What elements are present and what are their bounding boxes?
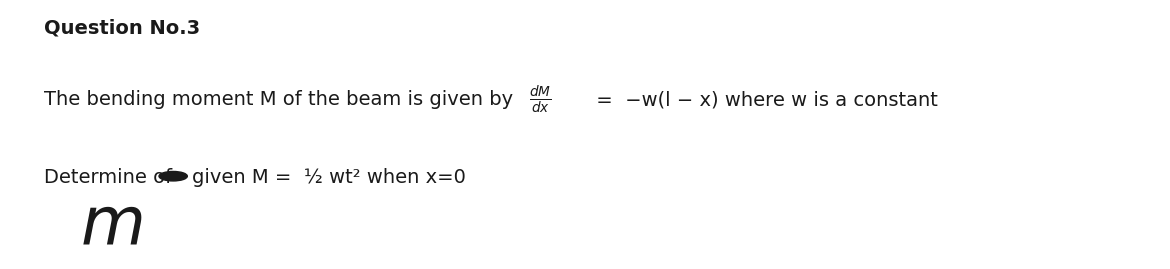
Text: given M =  ½ wt² when x=0: given M = ½ wt² when x=0: [192, 168, 467, 187]
Text: Question No.3: Question No.3: [44, 19, 200, 38]
Text: $\mathit{m}$: $\mathit{m}$: [80, 192, 142, 258]
Ellipse shape: [159, 171, 187, 181]
Text: Determine of: Determine of: [44, 168, 173, 187]
Text: The bending moment M of the beam is given by: The bending moment M of the beam is give…: [44, 90, 519, 109]
Text: =  −w(l − x) where w is a constant: = −w(l − x) where w is a constant: [590, 90, 937, 109]
Text: $\frac{dM}{dx}$: $\frac{dM}{dx}$: [529, 83, 551, 116]
